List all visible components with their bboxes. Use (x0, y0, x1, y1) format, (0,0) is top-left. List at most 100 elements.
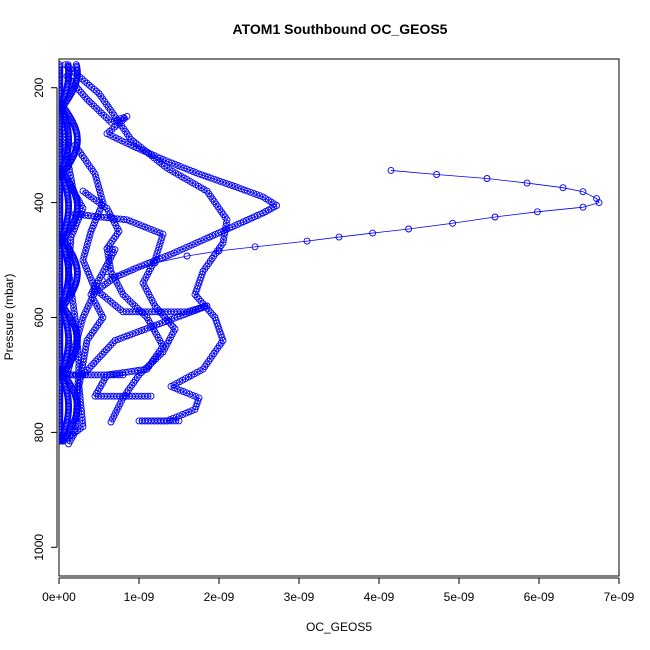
x-tick-label: 6e-09 (524, 590, 555, 604)
data-point (82, 247, 90, 254)
data-point (192, 403, 200, 410)
data-point (78, 317, 86, 325)
data-point (147, 392, 155, 400)
data-point (135, 328, 143, 336)
data-point (141, 325, 149, 333)
data-point (491, 213, 499, 221)
data-point (164, 252, 172, 259)
data-point (164, 317, 172, 324)
y-tick-label: 600 (32, 307, 46, 327)
data-point (234, 184, 242, 192)
data-point (250, 189, 258, 197)
data-point (225, 180, 233, 188)
data-point (111, 337, 119, 344)
data-point (195, 170, 203, 178)
data-point (144, 224, 152, 232)
data-point (93, 87, 101, 95)
data-point (222, 179, 230, 187)
data-point (85, 364, 93, 372)
x-tick-label: 4e-09 (364, 590, 395, 604)
data-point (70, 307, 78, 315)
data-point (369, 229, 377, 237)
data-point (59, 437, 64, 445)
data-point (188, 407, 196, 415)
data-point (449, 219, 457, 227)
data-point (103, 346, 110, 354)
data-point (221, 229, 229, 237)
data-point (95, 183, 103, 191)
series-3 (61, 61, 231, 425)
data-point (221, 226, 229, 234)
data-point (169, 323, 177, 331)
data-point (167, 382, 175, 390)
data-point (168, 159, 176, 167)
data-point (223, 216, 231, 224)
data-point (152, 253, 160, 261)
data-point (191, 307, 199, 314)
data-point (87, 227, 95, 235)
data-point (83, 79, 91, 87)
data-point (523, 179, 531, 187)
data-point (183, 165, 191, 173)
data-point (100, 348, 108, 356)
data-point (185, 408, 193, 416)
x-axis-label: OC_GEOS5 (306, 620, 372, 634)
x-tick-label: 5e-09 (444, 590, 475, 604)
data-point (77, 88, 85, 96)
y-tick-label: 200 (32, 77, 46, 97)
data-point (240, 186, 248, 194)
data-point (119, 291, 127, 298)
data-point (86, 231, 94, 238)
data-point (179, 388, 187, 395)
y-tick-label: 1000 (32, 534, 46, 561)
data-point (96, 189, 104, 197)
data-point (201, 302, 209, 310)
data-point (120, 216, 128, 223)
data-point (135, 221, 143, 229)
data-point (154, 246, 162, 254)
series-line (66, 248, 116, 439)
data-point (138, 262, 146, 270)
data-point (83, 243, 91, 251)
data-point (191, 291, 199, 298)
data-point (170, 314, 178, 322)
data-point (141, 261, 149, 269)
data-point (97, 192, 105, 200)
data-point (231, 183, 239, 190)
data-point (133, 304, 141, 312)
y-tick-label: 800 (32, 422, 46, 442)
data-point (107, 418, 115, 426)
data-point (121, 293, 129, 301)
data-point (85, 98, 93, 105)
data-point (107, 118, 115, 126)
data-point (192, 393, 200, 401)
data-point (175, 417, 183, 425)
data-point (75, 360, 83, 367)
data-point (183, 252, 191, 260)
data-point (180, 164, 188, 172)
data-point (60, 437, 67, 445)
data-point (579, 203, 587, 211)
data-point (172, 417, 180, 425)
data-point (92, 357, 100, 365)
data-point (200, 303, 208, 311)
data-point (256, 192, 264, 200)
data-point (157, 237, 165, 245)
data-point (167, 315, 175, 323)
data-point (90, 85, 98, 93)
data-point (185, 309, 193, 317)
data-point (165, 158, 173, 166)
data-point (88, 100, 96, 108)
data-point (141, 311, 149, 319)
data-point (207, 309, 215, 317)
data-point (93, 176, 101, 184)
data-point (204, 173, 212, 181)
data-point (117, 334, 125, 342)
data-point (210, 175, 218, 183)
data-point (192, 169, 200, 177)
data-point (70, 304, 78, 312)
data-point (237, 185, 245, 193)
data-point (126, 297, 134, 305)
data-point (95, 186, 103, 194)
data-point (103, 245, 111, 253)
